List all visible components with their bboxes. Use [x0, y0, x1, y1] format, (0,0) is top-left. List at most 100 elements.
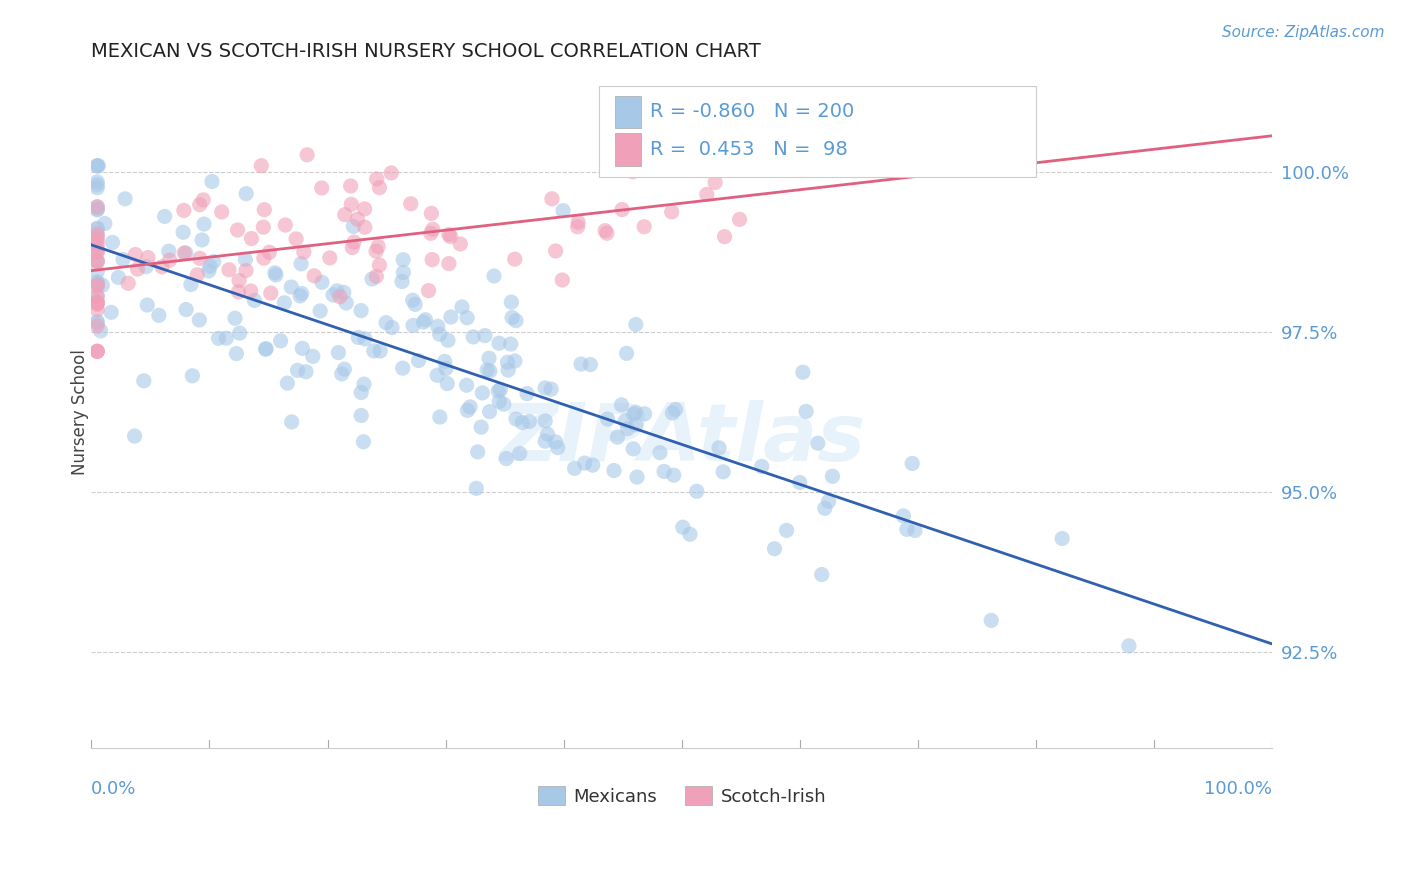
Point — [188, 197, 211, 211]
Point — [775, 524, 797, 538]
Point — [412, 315, 434, 329]
Point — [392, 266, 415, 280]
Point — [434, 361, 457, 376]
Point — [633, 407, 655, 421]
Point — [174, 246, 197, 260]
Point — [486, 384, 509, 398]
Point — [86, 178, 108, 192]
Point — [437, 257, 460, 271]
Point — [86, 231, 108, 245]
Point — [603, 464, 626, 478]
Point — [652, 464, 675, 478]
Point — [672, 520, 695, 534]
Point — [582, 458, 605, 472]
Point — [319, 251, 342, 265]
Point — [664, 402, 686, 417]
Point — [367, 239, 389, 253]
Point — [465, 481, 488, 495]
Point — [124, 247, 146, 261]
Point — [567, 215, 589, 229]
Point — [451, 300, 474, 314]
Point — [135, 260, 157, 274]
Point — [391, 361, 413, 376]
Point — [86, 296, 108, 310]
Point — [333, 362, 356, 376]
Point — [366, 269, 388, 284]
Point — [354, 332, 377, 346]
Point — [792, 365, 814, 379]
Point — [100, 305, 122, 319]
Point — [420, 252, 443, 267]
Point — [86, 275, 108, 289]
Point — [1050, 532, 1073, 546]
Text: Source: ZipAtlas.com: Source: ZipAtlas.com — [1222, 25, 1385, 40]
Point — [813, 139, 835, 153]
Point — [291, 342, 314, 356]
Point — [368, 180, 391, 194]
Point — [551, 273, 574, 287]
Point — [807, 436, 830, 450]
Point — [492, 397, 515, 411]
Point — [567, 219, 589, 234]
Point — [449, 236, 471, 251]
Point — [547, 441, 569, 455]
Text: 0.0%: 0.0% — [91, 780, 136, 798]
Point — [86, 294, 108, 309]
Point — [309, 304, 332, 318]
Point — [228, 326, 250, 340]
Point — [86, 237, 108, 252]
Point — [259, 245, 281, 260]
Point — [287, 363, 309, 377]
Point — [633, 219, 655, 234]
Point — [86, 297, 108, 311]
Point — [347, 330, 370, 344]
Point — [471, 386, 494, 401]
Point — [243, 293, 266, 308]
Point — [90, 324, 112, 338]
Point — [328, 345, 350, 359]
Point — [534, 381, 557, 395]
Point — [253, 251, 276, 265]
Point — [87, 159, 110, 173]
Point — [399, 196, 422, 211]
Point — [420, 206, 443, 220]
Point — [86, 202, 108, 217]
Point — [148, 309, 170, 323]
Point — [346, 212, 368, 227]
Point — [418, 284, 440, 298]
Point — [482, 268, 505, 283]
Point — [250, 159, 273, 173]
Point — [188, 252, 211, 266]
Point — [174, 302, 197, 317]
Point — [661, 205, 683, 219]
Point — [342, 219, 364, 234]
Point — [86, 254, 108, 268]
Point — [226, 223, 249, 237]
Point — [368, 344, 391, 359]
Point — [661, 406, 683, 420]
Point — [470, 420, 492, 434]
Point — [114, 192, 136, 206]
Point — [295, 365, 318, 379]
Point — [353, 220, 375, 235]
Point — [404, 297, 426, 311]
Point — [86, 159, 108, 173]
Point — [503, 252, 526, 267]
Point — [496, 355, 519, 369]
Point — [86, 302, 108, 317]
Point — [517, 414, 540, 428]
Point — [475, 363, 498, 377]
Point — [711, 465, 734, 479]
Point — [350, 409, 373, 423]
Point — [544, 244, 567, 258]
Point — [254, 343, 277, 357]
Text: MEXICAN VS SCOTCH-IRISH NURSERY SCHOOL CORRELATION CHART: MEXICAN VS SCOTCH-IRISH NURSERY SCHOOL C… — [91, 42, 761, 61]
Point — [686, 484, 709, 499]
Point — [333, 208, 356, 222]
Point — [273, 295, 295, 310]
Point — [188, 313, 211, 327]
Point — [235, 263, 257, 277]
Point — [86, 244, 108, 259]
Point — [86, 241, 108, 255]
Point — [172, 225, 194, 239]
